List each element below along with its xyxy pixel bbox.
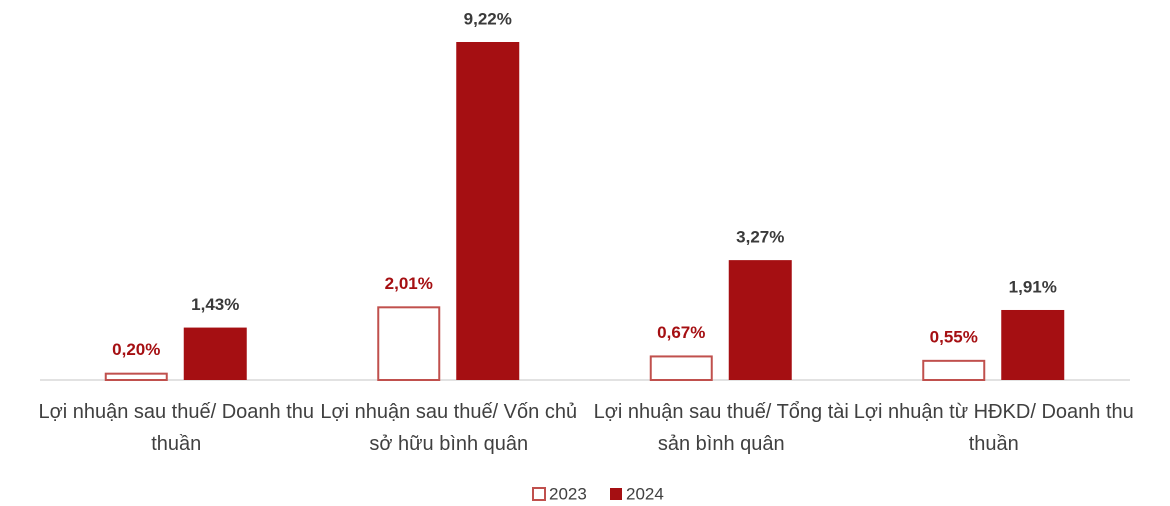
bar: [922, 359, 986, 381]
bar: [377, 306, 441, 382]
legend-swatch: [610, 488, 622, 500]
data-label: 0,55%: [930, 327, 978, 346]
x-tick-label: Lợi nhuận sau thuế/ Doanh thu thuần: [38, 401, 315, 455]
bar: [1001, 309, 1065, 380]
data-label: 1,43%: [191, 295, 239, 314]
bar: [728, 260, 792, 380]
x-tick-label: Lợi nhuận sau thuế/ Tổng tài sản bình qu…: [593, 401, 849, 455]
data-label: 2,01%: [385, 274, 433, 293]
data-label: 1,91%: [1009, 277, 1057, 296]
data-label: 3,27%: [736, 228, 784, 247]
x-tick-label: Lợi nhuận sau thuế/ Vốn chủ sở hữu bình …: [320, 401, 578, 455]
x-tick-label: Lợi nhuận từ HĐKD/ Doanh thu thuần: [853, 401, 1134, 455]
data-label: 0,20%: [112, 340, 160, 359]
data-label: 0,67%: [657, 323, 705, 342]
bar: [104, 372, 168, 382]
bar: [183, 327, 247, 380]
legend-swatch: [532, 487, 546, 501]
legend-label: 2023: [549, 484, 587, 503]
bar: [456, 42, 520, 380]
data-label: 9,22%: [464, 9, 512, 28]
legend-label: 2024: [626, 484, 664, 503]
bar: [649, 355, 713, 381]
